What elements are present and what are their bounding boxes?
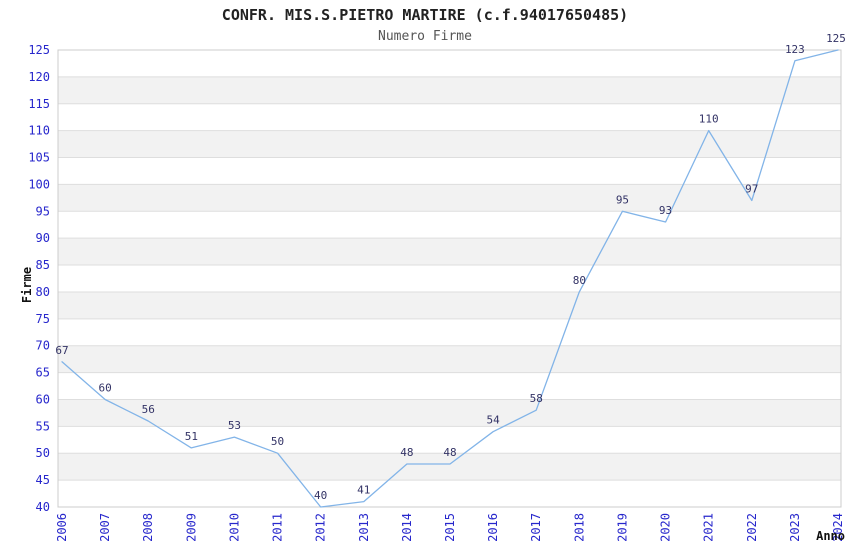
chart-subtitle: Numero Firme <box>378 29 472 44</box>
y-tick-label: 60 <box>36 392 50 406</box>
data-point-label: 51 <box>185 430 198 443</box>
data-point-label: 123 <box>785 43 805 56</box>
y-tick-label: 40 <box>36 500 50 514</box>
y-tick-label: 90 <box>36 231 50 245</box>
x-axis-title: Anno <box>816 529 845 543</box>
x-tick-label: 2024 <box>831 513 845 542</box>
y-tick-label: 85 <box>36 258 50 272</box>
y-tick-label: 110 <box>28 124 50 138</box>
y-tick-label: 45 <box>36 473 50 487</box>
data-point-label: 95 <box>616 193 629 206</box>
data-point-label: 58 <box>530 392 543 405</box>
data-point-label: 50 <box>271 435 284 448</box>
data-point-label: 54 <box>486 414 500 427</box>
x-tick-label: 2021 <box>702 513 716 542</box>
plot-band <box>58 184 841 212</box>
x-tick-label: 2012 <box>314 513 328 542</box>
x-tick-label: 2013 <box>357 513 371 542</box>
data-point-label: 56 <box>142 403 155 416</box>
data-point-label: 97 <box>745 183 758 196</box>
y-tick-label: 65 <box>36 366 50 380</box>
x-tick-label: 2016 <box>486 513 500 542</box>
x-tick-label: 2011 <box>271 513 285 542</box>
x-tick-label: 2018 <box>572 513 586 542</box>
x-tick-label: 2023 <box>788 513 802 542</box>
plot-band <box>58 76 841 104</box>
data-point-label: 41 <box>357 484 370 497</box>
x-tick-label: 2006 <box>55 513 69 542</box>
data-point-label: 110 <box>699 113 719 126</box>
y-tick-label: 80 <box>36 285 50 299</box>
data-line <box>61 49 839 508</box>
y-tick-label: 105 <box>28 151 50 165</box>
x-tick-label: 2022 <box>745 513 759 542</box>
x-tick-label: 2010 <box>227 513 241 542</box>
x-tick-label: 2017 <box>529 513 543 542</box>
data-point-label: 53 <box>228 419 241 432</box>
data-point-label: 125 <box>826 32 846 45</box>
y-tick-label: 75 <box>36 312 50 326</box>
y-tick-label: 50 <box>36 446 50 460</box>
data-point-label: 80 <box>573 274 586 287</box>
x-tick-label: 2014 <box>400 513 414 542</box>
x-tick-label: 2020 <box>659 513 673 542</box>
plot-border <box>57 49 842 508</box>
plot-band <box>58 345 841 373</box>
x-tick-label: 2007 <box>98 513 112 542</box>
y-tick-label: 120 <box>28 70 50 84</box>
x-tick-label: 2008 <box>141 513 155 542</box>
data-point-label: 48 <box>443 446 456 459</box>
y-tick-label: 95 <box>36 204 50 218</box>
plot-band <box>58 453 841 481</box>
x-tick-label: 2015 <box>443 513 457 542</box>
data-point-label: 93 <box>659 204 672 217</box>
y-tick-label: 115 <box>28 97 50 111</box>
y-tick-label: 100 <box>28 177 50 191</box>
data-point-label: 60 <box>98 381 111 394</box>
data-point-label: 67 <box>55 344 68 357</box>
plot-band <box>58 130 841 158</box>
x-tick-label: 2019 <box>615 513 629 542</box>
data-point-label: 48 <box>400 446 413 459</box>
plot-band <box>58 291 841 319</box>
data-point-label: 40 <box>314 489 327 502</box>
y-tick-label: 125 <box>28 43 50 57</box>
y-tick-label: 55 <box>36 419 50 433</box>
plot-band <box>58 399 841 427</box>
x-tick-label: 2009 <box>184 513 198 542</box>
plot-band <box>58 238 841 266</box>
y-tick-label: 70 <box>36 339 50 353</box>
y-axis-title-text: Firme <box>20 266 34 304</box>
chart-title: CONFR. MIS.S.PIETRO MARTIRE (c.f.9401765… <box>221 6 629 24</box>
